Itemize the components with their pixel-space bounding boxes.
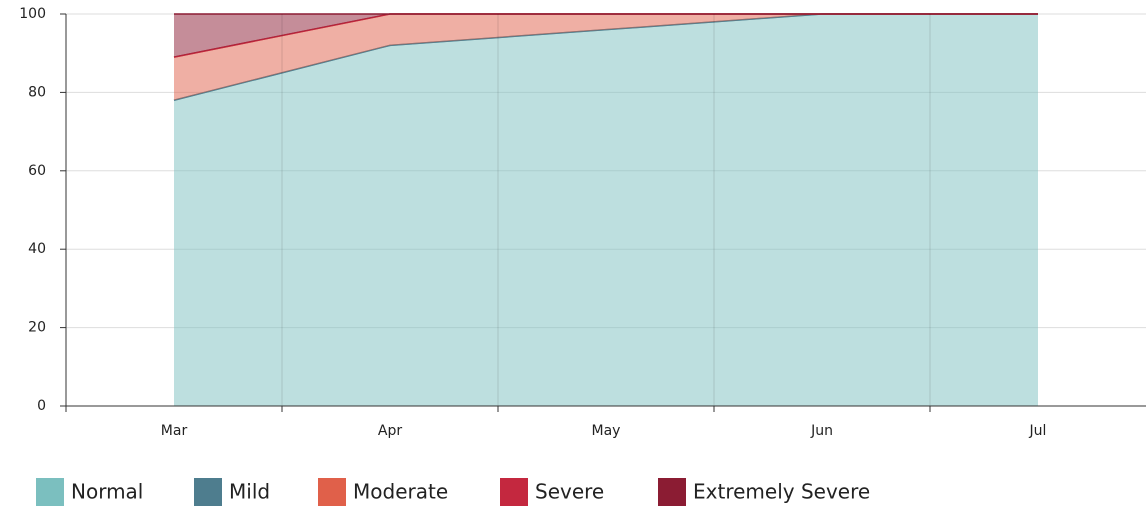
y-tick-label: 80	[28, 84, 46, 100]
legend-label: Moderate	[353, 480, 448, 504]
x-tick-label: Jul	[1029, 423, 1047, 439]
area	[174, 14, 1038, 406]
x-tick-label: Jun	[810, 423, 833, 439]
legend-swatch	[318, 478, 346, 506]
legend-label: Mild	[229, 480, 270, 504]
legend-label: Severe	[535, 480, 604, 504]
legend-label: Normal	[71, 480, 143, 504]
legend-swatch	[36, 478, 64, 506]
y-tick-label: 20	[28, 320, 46, 336]
legend-swatch	[194, 478, 222, 506]
x-tick-label: Apr	[378, 423, 402, 439]
y-tick-label: 40	[28, 241, 46, 257]
y-tick-label: 60	[28, 163, 46, 179]
x-tick-label: Mar	[161, 423, 188, 439]
x-tick-label: May	[592, 423, 621, 439]
area	[174, 14, 1038, 101]
area	[174, 14, 1038, 58]
y-tick-label: 100	[19, 6, 46, 22]
legend-swatch	[658, 478, 686, 506]
y-tick-label: 0	[37, 398, 46, 414]
legend-swatch	[500, 478, 528, 506]
legend-label: Extremely Severe	[693, 480, 870, 504]
